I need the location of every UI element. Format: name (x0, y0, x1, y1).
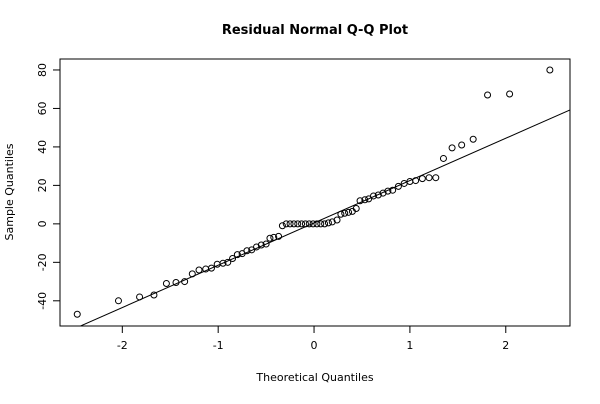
point (374, 191, 382, 199)
point (233, 251, 241, 259)
point (321, 220, 329, 228)
point (136, 293, 144, 301)
point (290, 220, 298, 228)
point (219, 259, 227, 267)
point (394, 182, 402, 190)
chart-title: Residual Normal Q-Q Plot (222, 23, 408, 38)
x-axis-label: Theoretical Quantiles (255, 371, 373, 384)
point (286, 220, 294, 228)
y-tick-label: 20 (36, 178, 49, 192)
point (345, 208, 353, 216)
point (172, 279, 180, 287)
point (337, 210, 345, 218)
point (282, 220, 290, 228)
point (469, 135, 477, 143)
point (328, 218, 336, 226)
x-tick-label: -2 (117, 339, 128, 352)
point (114, 297, 122, 305)
point (546, 66, 554, 74)
y-tick-label: 60 (36, 101, 49, 115)
y-tick-label: 0 (36, 220, 49, 227)
point (341, 209, 349, 217)
point (243, 247, 251, 255)
point (361, 196, 369, 204)
x-tick-label: 2 (502, 339, 509, 352)
point (356, 197, 364, 205)
point (275, 232, 283, 240)
y-axis-label: Sample Quantiles (3, 143, 16, 240)
y-tick-label: -20 (36, 253, 49, 271)
x-tick-label: -1 (213, 339, 224, 352)
point (162, 279, 170, 287)
point (418, 175, 426, 183)
point (298, 220, 306, 228)
y-tick-label: 40 (36, 140, 49, 154)
point (384, 187, 392, 195)
point (224, 258, 232, 266)
point (301, 220, 309, 228)
plot-frame (59, 58, 571, 327)
point (506, 90, 514, 98)
point (188, 270, 196, 278)
point (324, 219, 332, 227)
point (309, 220, 317, 228)
point (195, 266, 203, 274)
point (294, 220, 302, 228)
point (270, 233, 278, 241)
x-tick-label: 0 (311, 339, 318, 352)
point (266, 234, 274, 242)
point (412, 177, 420, 185)
point (333, 216, 341, 224)
point (181, 278, 189, 286)
point (207, 264, 215, 272)
point (352, 204, 360, 212)
y-tick-label: -40 (36, 292, 49, 310)
point (313, 220, 321, 228)
point (317, 220, 325, 228)
point (257, 241, 265, 249)
point (379, 189, 387, 197)
point (432, 174, 440, 182)
point (458, 141, 466, 149)
point (439, 154, 447, 162)
reference-line (79, 109, 570, 326)
point (305, 220, 313, 228)
y-tick-label: 80 (36, 63, 49, 77)
point (229, 254, 237, 262)
x-tick-label: 1 (406, 339, 413, 352)
point (484, 91, 492, 99)
point (253, 243, 261, 251)
point (389, 186, 397, 194)
point (73, 310, 81, 318)
point (278, 222, 286, 230)
point (425, 174, 433, 182)
point (150, 291, 158, 299)
point (262, 240, 270, 248)
point (448, 144, 456, 152)
point (369, 192, 377, 200)
